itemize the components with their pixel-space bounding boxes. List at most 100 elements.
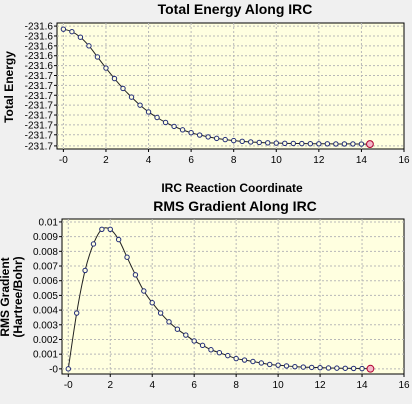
data-point	[239, 138, 245, 145]
energy-x-ticks: -0 2 4 6 8 10 12 14 16	[59, 149, 410, 166]
data-point	[317, 364, 323, 371]
y-tick-label: -231.7	[25, 91, 54, 102]
y-tick-label: -231.6	[25, 22, 54, 33]
gradient-y-ticks: -0 0.001 0.002 0.003 0.004 0.005 0.006 0.007 0.0…	[33, 217, 62, 375]
data-point	[216, 349, 223, 356]
data-point	[183, 332, 189, 338]
data-point	[225, 352, 231, 359]
x-tick-label: 8	[231, 155, 237, 166]
data-point	[166, 319, 172, 325]
y-tick-label: 0.009	[33, 232, 58, 243]
data-point	[292, 363, 298, 370]
x-tick-label: 16	[398, 380, 410, 391]
data-point	[299, 140, 305, 147]
data-point	[111, 75, 118, 82]
y-tick-label: 0.004	[33, 306, 58, 317]
x-tick-label: -0	[64, 380, 73, 391]
y-tick-label: -231.7	[25, 130, 54, 141]
x-tick-label: 6	[188, 155, 194, 166]
data-point	[94, 54, 101, 60]
data-point	[258, 360, 265, 366]
data-point	[196, 132, 203, 138]
data-point	[342, 365, 348, 371]
data-point	[350, 365, 357, 372]
data-point	[333, 141, 339, 147]
data-point	[208, 347, 214, 353]
data-point	[162, 119, 169, 126]
y-tick-label: -231.7	[25, 111, 54, 122]
gradient-y-axis-label: RMS Gradient	[0, 257, 12, 336]
data-point	[273, 140, 279, 146]
x-tick-label: 4	[149, 380, 155, 391]
energy-y-ticks: -231.6-231.6-231.6-231.6-231.6-231.7-231…	[25, 22, 57, 152]
data-point	[283, 363, 290, 369]
x-tick-label: 2	[103, 155, 109, 166]
x-tick-label: 14	[356, 155, 368, 166]
x-tick-label: 16	[398, 155, 410, 166]
data-point	[307, 140, 314, 147]
data-point	[256, 139, 262, 146]
gradient-y-axis-label-units: (Hartree/Bohr)	[11, 256, 25, 337]
data-point	[103, 65, 109, 71]
data-point	[137, 102, 143, 108]
gradient-series	[65, 226, 375, 373]
energy-plot-area	[56, 22, 405, 150]
data-point	[199, 342, 206, 349]
data-point	[325, 365, 332, 371]
data-point	[77, 34, 84, 40]
y-tick-label: 0.01	[39, 217, 59, 228]
y-tick-label: 0.006	[33, 276, 58, 287]
data-point	[73, 310, 80, 316]
x-tick-label: 10	[271, 155, 283, 166]
data-point	[341, 141, 348, 147]
y-tick-label: -231.7	[25, 101, 54, 112]
energy-y-axis-label: Total Energy	[2, 51, 16, 123]
data-point	[69, 28, 75, 35]
data-point	[308, 364, 315, 371]
data-point	[188, 129, 194, 136]
data-point	[267, 361, 273, 368]
y-tick-label: 0.007	[33, 262, 58, 273]
x-tick-label: 8	[233, 380, 239, 391]
x-tick-label: 6	[191, 380, 197, 391]
y-tick-label: -231.7	[25, 141, 54, 152]
y-tick-label: -231.6	[25, 41, 54, 52]
y-tick-label: -231.6	[25, 51, 54, 62]
y-tick-label: 0.002	[33, 335, 58, 346]
y-tick-label: 0.001	[33, 350, 58, 361]
x-tick-label: -0	[59, 155, 68, 166]
data-point	[128, 94, 135, 100]
gradient-panel: RMS Gradient Along IRC -0 0.001 0.002 0.003…	[0, 198, 410, 391]
gradient-plot-area	[61, 218, 405, 375]
y-tick-label: -0	[49, 364, 58, 375]
data-point	[149, 300, 155, 306]
data-point	[290, 140, 297, 147]
data-point	[213, 135, 220, 142]
data-point	[157, 310, 164, 316]
y-tick-label: -231.7	[25, 120, 54, 131]
data-point	[171, 123, 177, 130]
data-point	[230, 137, 237, 144]
data-point	[124, 254, 130, 260]
data-point	[250, 358, 256, 365]
data-point	[82, 267, 88, 274]
y-tick-label: 0.003	[33, 320, 58, 331]
data-point	[107, 226, 113, 232]
selected-data-point	[366, 364, 375, 373]
data-point	[359, 365, 365, 372]
y-tick-label: 0.008	[33, 247, 58, 258]
energy-chart-title: Total Energy Along IRC	[158, 1, 313, 17]
data-point	[141, 288, 147, 294]
y-tick-label: -231.7	[25, 71, 54, 82]
data-point	[300, 364, 306, 370]
data-point	[358, 141, 365, 147]
x-tick-label: 12	[313, 155, 325, 166]
x-tick-label: 2	[107, 380, 113, 391]
energy-series	[60, 26, 374, 148]
data-point	[265, 140, 271, 146]
y-tick-label: 0.005	[33, 291, 58, 302]
x-tick-label: 4	[146, 155, 152, 166]
data-point	[90, 241, 97, 247]
x-tick-label: 14	[356, 380, 368, 391]
